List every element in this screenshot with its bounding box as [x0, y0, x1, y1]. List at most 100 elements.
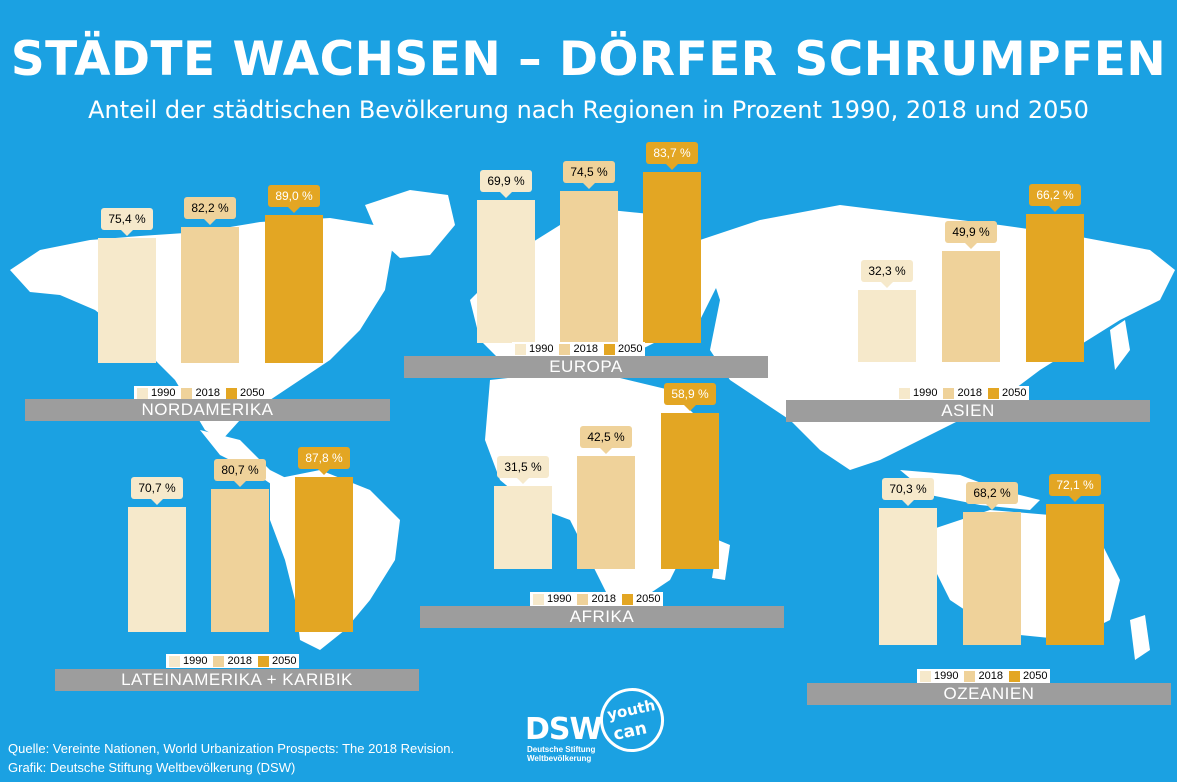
legend-label-1990: 1990 [913, 387, 938, 399]
value-label-lateinamerika-karibik-2050: 87,8 % [298, 446, 350, 475]
value-label-ozeanien-2018: 68,2 % [966, 482, 1018, 510]
legend-swatch-2050 [987, 387, 999, 399]
map-greenland [365, 190, 455, 258]
region-name-europa: EUROPA [404, 356, 768, 378]
value-label-asien-1990: 32,3 % [861, 259, 913, 288]
legend-item-2018: 2018 [556, 343, 600, 355]
legend-item-1990: 1990 [134, 387, 178, 399]
legend-swatch-1990 [533, 593, 544, 605]
legend-europa: 1990 2018 2050 [512, 342, 646, 356]
legend-swatch-1990 [920, 670, 931, 682]
source-note: Quelle: Vereinte Nationen, World Urbaniz… [8, 739, 454, 777]
value-label-lateinamerika-karibik-1990: 70,7 % [131, 476, 183, 505]
legend-nordamerika: 1990 2018 2050 [134, 386, 268, 400]
value-label-afrika-2050: 58,9 % [664, 382, 716, 411]
legend-item-2018: 2018 [574, 593, 618, 605]
legend-swatch-2018 [559, 343, 571, 355]
legend-swatch-2050 [257, 655, 269, 667]
legend-swatch-1990 [899, 387, 910, 399]
legend-swatch-2050 [603, 343, 615, 355]
value-label-nordamerika-2050: 89,0 % [268, 185, 320, 214]
dsw-logo-subtitle: Deutsche Stiftung Weltbevölkerung [527, 745, 595, 763]
legend-swatch-2050 [225, 387, 237, 399]
legend-lateinamerika-karibik: 1990 2018 2050 [166, 654, 300, 668]
bar-afrika-2018 [577, 456, 635, 569]
legend-label-1990: 1990 [151, 387, 176, 399]
infographic-title: STÄDTE WACHSEN – DÖRFER SCHRUMPFEN [10, 32, 1167, 87]
legend-label-1990: 1990 [183, 655, 208, 667]
bar-afrika-1990 [494, 485, 552, 569]
legend-label-2050: 2050 [635, 593, 661, 605]
legend-ozeanien: 1990 2018 2050 [917, 669, 1051, 683]
bar-nordamerika-2018 [181, 226, 239, 363]
legend-swatch-2018 [943, 387, 955, 399]
value-label-asien-2050: 66,2 % [1029, 184, 1081, 213]
legend-label-2018: 2018 [957, 387, 982, 399]
dsw-logo: DSW [525, 712, 603, 747]
bar-europa-2018 [560, 191, 618, 343]
bar-ozeanien-2050 [1046, 504, 1104, 645]
map-asia [700, 205, 1175, 470]
legend-label-2050: 2050 [1022, 670, 1048, 682]
region-name-nordamerika: NORDAMERIKA [25, 399, 390, 421]
dsw-logo-sub-1: Deutsche Stiftung [527, 745, 596, 754]
legend-item-1990: 1990 [896, 387, 940, 399]
legend-swatch-2050 [1008, 670, 1020, 682]
legend-item-1990: 1990 [166, 655, 210, 667]
region-name-ozeanien: OZEANIEN [807, 683, 1171, 705]
youth-text: youth [605, 696, 657, 724]
map-new-zealand [1130, 615, 1150, 660]
bar-asien-1990 [858, 289, 916, 362]
legend-label-2018: 2018 [573, 343, 598, 355]
bar-asien-2050 [1026, 214, 1084, 362]
infographic-subtitle: Anteil der städtischen Bevölkerung nach … [88, 96, 1089, 124]
legend-item-2050: 2050 [619, 593, 663, 605]
legend-swatch-2018 [964, 670, 976, 682]
source-line-2: Grafik: Deutsche Stiftung Weltbevölkerun… [8, 760, 296, 775]
legend-item-2050: 2050 [1006, 670, 1050, 682]
value-label-nordamerika-1990: 75,4 % [101, 207, 153, 236]
value-label-europa-1990: 69,9 % [480, 170, 532, 199]
legend-label-1990: 1990 [934, 670, 959, 682]
value-label-nordamerika-2018: 82,2 % [184, 196, 236, 225]
legend-asien: 1990 2018 2050 [896, 386, 1030, 400]
legend-item-1990: 1990 [512, 343, 556, 355]
legend-swatch-1990 [515, 343, 526, 355]
legend-item-1990: 1990 [530, 593, 574, 605]
legend-label-2018: 2018 [227, 655, 252, 667]
region-name-asien: ASIEN [786, 400, 1150, 422]
legend-swatch-1990 [137, 387, 148, 399]
legend-item-2050: 2050 [601, 343, 645, 355]
bar-lateinamerika-karibik-1990 [128, 506, 186, 632]
bar-europa-1990 [477, 200, 535, 343]
legend-swatch-2050 [621, 593, 633, 605]
legend-label-2050: 2050 [1001, 387, 1027, 399]
bar-nordamerika-2050 [265, 215, 323, 363]
legend-item-2018: 2018 [940, 387, 984, 399]
legend-swatch-1990 [169, 655, 180, 667]
bar-ozeanien-1990 [879, 507, 937, 645]
bar-lateinamerika-karibik-2050 [295, 476, 353, 632]
legend-swatch-2018 [577, 593, 589, 605]
region-name-lateinamerika-karibik: LATEINAMERIKA + KARIBIK [55, 669, 419, 691]
legend-item-2018: 2018 [961, 670, 1005, 682]
dsw-logo-sub-2: Weltbevölkerung [527, 754, 592, 763]
legend-label-2050: 2050 [617, 343, 643, 355]
value-label-ozeanien-2050: 72,1 % [1049, 474, 1101, 503]
value-label-europa-2050: 83,7 % [646, 142, 698, 171]
legend-item-2018: 2018 [178, 387, 222, 399]
value-label-ozeanien-1990: 70,3 % [882, 477, 934, 506]
legend-swatch-2018 [181, 387, 193, 399]
value-label-afrika-1990: 31,5 % [497, 455, 549, 484]
value-label-europa-2018: 74,5 % [563, 161, 615, 190]
legend-label-2018: 2018 [195, 387, 220, 399]
value-label-afrika-2018: 42,5 % [580, 426, 632, 455]
can-text: can [611, 718, 649, 745]
bar-lateinamerika-karibik-2018 [211, 489, 269, 632]
bar-asien-2018 [942, 250, 1000, 362]
legend-item-2050: 2050 [223, 387, 267, 399]
legend-afrika: 1990 2018 2050 [530, 592, 664, 606]
bar-ozeanien-2018 [963, 512, 1021, 645]
legend-label-1990: 1990 [547, 593, 572, 605]
legend-item-2018: 2018 [210, 655, 254, 667]
